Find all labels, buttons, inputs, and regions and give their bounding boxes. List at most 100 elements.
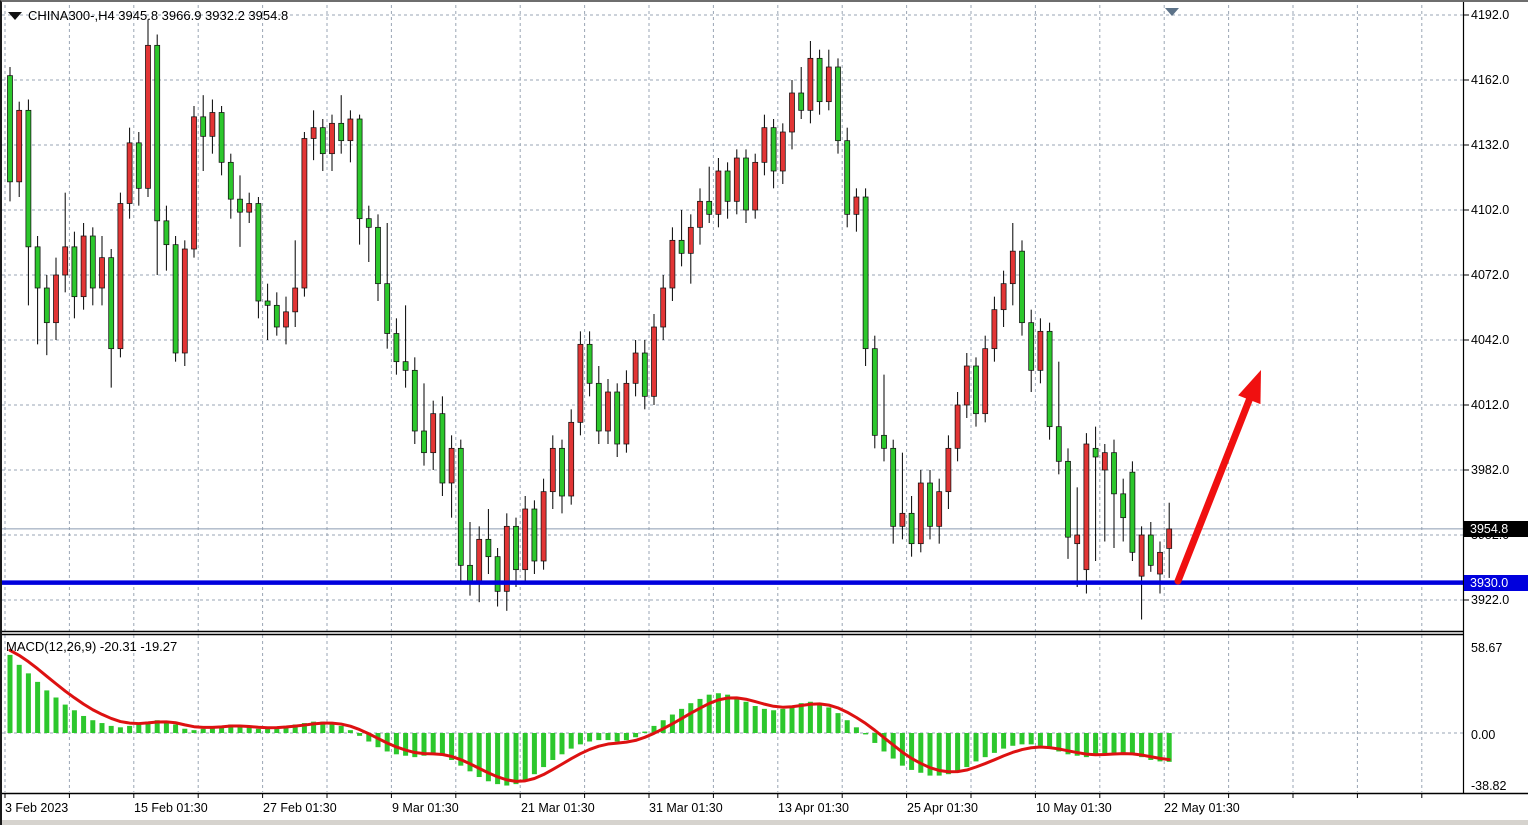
- macd-histogram-bar: [826, 707, 832, 733]
- macd-indicator-label: MACD(12,26,9) -20.31 -19.27: [6, 639, 178, 654]
- bull-candle: [752, 161, 759, 211]
- macd-histogram-bar: [173, 724, 179, 733]
- trend-arrow-head[interactable]: [1238, 370, 1261, 405]
- macd-histogram-bar: [255, 728, 261, 733]
- macd-histogram-bar: [347, 730, 353, 733]
- bear-candle: [319, 127, 326, 155]
- price-tick-label: 4132.0: [1471, 138, 1510, 152]
- time-tick-label: 13 Apr 01:30: [778, 801, 849, 815]
- macd-histogram-bar: [163, 721, 169, 733]
- price-tick-label: 4072.0: [1471, 268, 1510, 282]
- bear-candle: [264, 300, 271, 306]
- bear-candle: [1046, 330, 1053, 428]
- bear-candle: [365, 218, 372, 228]
- bull-candle: [209, 112, 216, 137]
- macd-histogram-bar: [35, 681, 41, 733]
- bear-candle: [1019, 250, 1025, 324]
- bear-candle: [7, 75, 13, 183]
- macd-histogram-bar: [338, 725, 344, 733]
- macd-histogram-bar: [209, 727, 215, 733]
- bull-candle: [1101, 452, 1108, 471]
- bear-candle: [890, 447, 897, 527]
- bull-candle: [1138, 534, 1145, 577]
- bear-candle: [439, 413, 446, 484]
- macd-histogram-bar: [476, 733, 482, 778]
- macd-histogram-bar: [1139, 733, 1145, 758]
- bear-candle: [71, 246, 78, 298]
- trend-arrow-shaft[interactable]: [1174, 396, 1253, 585]
- macd-histogram-bar: [403, 733, 409, 756]
- bear-candle: [1147, 534, 1154, 566]
- bull-candle: [825, 66, 832, 103]
- macd-histogram-bar: [734, 697, 740, 733]
- bear-candle: [1065, 460, 1071, 538]
- price-tick-label: 4162.0: [1471, 73, 1510, 87]
- macd-histogram-bar: [541, 733, 547, 768]
- bear-candle: [421, 430, 427, 454]
- bear-candle: [816, 57, 823, 103]
- macd-histogram-bar: [853, 727, 859, 733]
- bull-candle: [1166, 528, 1173, 549]
- chart-shift-marker-icon[interactable]: [1165, 8, 1179, 16]
- price-tick-label: 3982.0: [1471, 463, 1510, 477]
- chevron-down-icon[interactable]: [8, 11, 22, 20]
- macd-histogram-bar: [71, 710, 77, 733]
- time-tick-label: 31 Mar 01:30: [649, 801, 723, 815]
- macd-histogram-bar: [531, 733, 537, 775]
- macd-histogram-bar: [605, 733, 611, 741]
- macd-histogram-bar: [798, 703, 804, 733]
- price-tick-label: 4042.0: [1471, 333, 1510, 347]
- macd-histogram-bar: [1083, 733, 1089, 758]
- bear-candle: [927, 482, 933, 527]
- bear-candle: [200, 116, 207, 137]
- macd-tick-label: 58.67: [1471, 641, 1503, 655]
- macd-histogram-bar: [743, 701, 749, 733]
- bull-candle: [936, 491, 943, 527]
- macd-histogram-bar: [1120, 733, 1126, 753]
- time-tick-label: 21 Mar 01:30: [521, 801, 595, 815]
- bull-candle: [99, 257, 105, 289]
- bull-candle: [191, 116, 197, 250]
- bull-candle: [697, 200, 703, 228]
- bull-candle: [347, 118, 354, 142]
- macd-histogram-bar: [393, 733, 399, 755]
- macd-histogram-bar: [136, 724, 142, 733]
- bull-candle: [660, 287, 667, 328]
- macd-histogram-bar: [587, 733, 593, 742]
- bear-candle: [485, 538, 492, 558]
- macd-histogram-bar: [771, 710, 777, 733]
- bear-candle: [411, 369, 418, 432]
- macd-histogram-bar: [430, 733, 436, 755]
- macd-histogram-bar: [789, 706, 795, 733]
- bull-candle: [126, 142, 133, 204]
- bear-candle: [614, 391, 621, 445]
- macd-histogram-bar: [863, 733, 869, 735]
- window-bottom-strip: [2, 820, 1528, 825]
- macd-histogram-bar: [872, 733, 878, 743]
- bear-candle: [273, 304, 280, 328]
- bear-candle: [457, 447, 464, 566]
- bear-candle: [586, 343, 593, 384]
- macd-histogram-bar: [697, 698, 703, 733]
- bull-candle: [899, 512, 906, 527]
- bull-candle: [761, 127, 768, 163]
- macd-histogram-bar: [642, 731, 648, 733]
- macd-histogram-bar: [292, 724, 298, 733]
- bull-candle: [181, 248, 188, 354]
- bear-candle: [494, 556, 501, 592]
- macd-histogram-bar: [964, 733, 970, 768]
- bear-candle: [706, 200, 713, 215]
- bear-candle: [641, 352, 648, 397]
- macd-histogram-bar: [835, 713, 841, 733]
- macd-histogram-bar: [504, 733, 510, 786]
- bull-candle: [1037, 330, 1044, 371]
- bull-candle: [982, 348, 989, 415]
- macd-histogram-bar: [1148, 733, 1154, 760]
- bull-candle: [605, 391, 611, 432]
- macd-histogram-bar: [301, 723, 307, 733]
- macd-histogram-bar: [265, 728, 271, 733]
- macd-histogram-bar: [1010, 733, 1016, 746]
- macd-histogram-bar: [817, 703, 823, 733]
